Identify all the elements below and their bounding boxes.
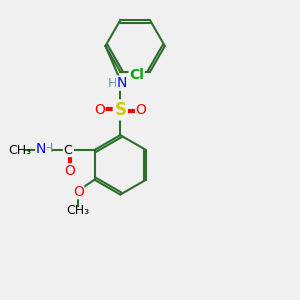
Text: O: O [136, 103, 146, 117]
Text: CH₃: CH₃ [9, 143, 32, 157]
Text: S: S [114, 101, 126, 119]
Text: H: H [44, 142, 53, 155]
Text: H: H [108, 76, 118, 90]
Text: O: O [94, 103, 105, 117]
Text: Cl: Cl [129, 68, 144, 82]
Text: CH₃: CH₃ [67, 204, 90, 218]
Text: C: C [63, 143, 72, 157]
Text: O: O [73, 184, 84, 199]
Text: N: N [36, 142, 46, 155]
Text: O: O [65, 164, 76, 178]
Text: N: N [117, 76, 127, 90]
